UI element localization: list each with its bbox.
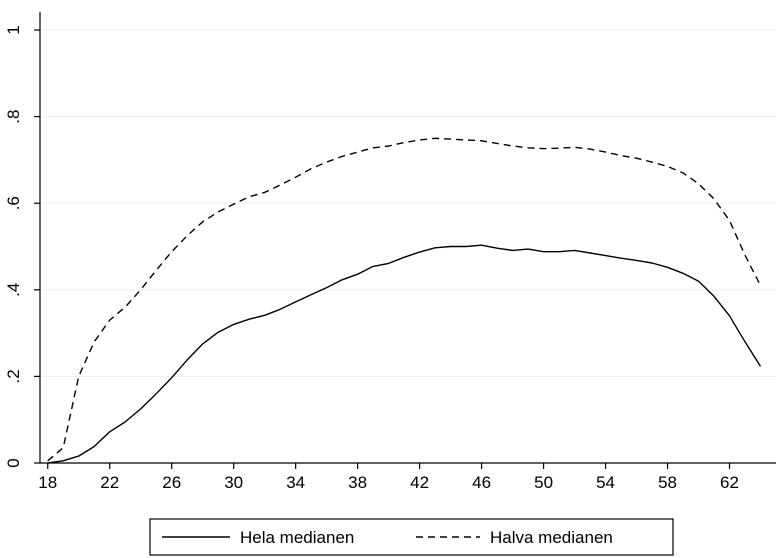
legend: Hela medianen Halva medianen [149, 518, 674, 556]
y-tick-label: .8 [4, 110, 23, 124]
x-tick-label: 46 [472, 473, 491, 492]
series-lines [47, 137, 762, 464]
y-tick-label: .4 [4, 283, 23, 297]
x-tick-label: 22 [100, 473, 119, 492]
y-tick-label: 0 [4, 458, 23, 467]
x-tick-label: 38 [348, 473, 367, 492]
legend-box [149, 518, 674, 556]
y-tick-label: .2 [4, 369, 23, 383]
series-line-1 [47, 244, 762, 464]
x-tick-label: 50 [534, 473, 553, 492]
x-tick-label: 26 [162, 473, 181, 492]
x-tick-label: 34 [286, 473, 305, 492]
legend-label: Hela medianen [240, 528, 354, 547]
x-tick-label: 54 [596, 473, 615, 492]
x-tick-label: 58 [658, 473, 677, 492]
x-tick-label: 42 [410, 473, 429, 492]
series-line-2 [47, 137, 762, 462]
x-tick-label: 18 [38, 473, 57, 492]
y-tick-label: .6 [4, 196, 23, 210]
grid-lines [40, 29, 776, 377]
x-tick-label: 30 [224, 473, 243, 492]
axes: 0 .2 .4 .6 .8 1 18 22 26 30 34 38 42 46 50 54 58 62 [4, 12, 776, 492]
x-tick-label: 62 [720, 473, 739, 492]
legend-label: Halva medianen [490, 528, 613, 547]
y-tick-label: 1 [4, 25, 23, 34]
